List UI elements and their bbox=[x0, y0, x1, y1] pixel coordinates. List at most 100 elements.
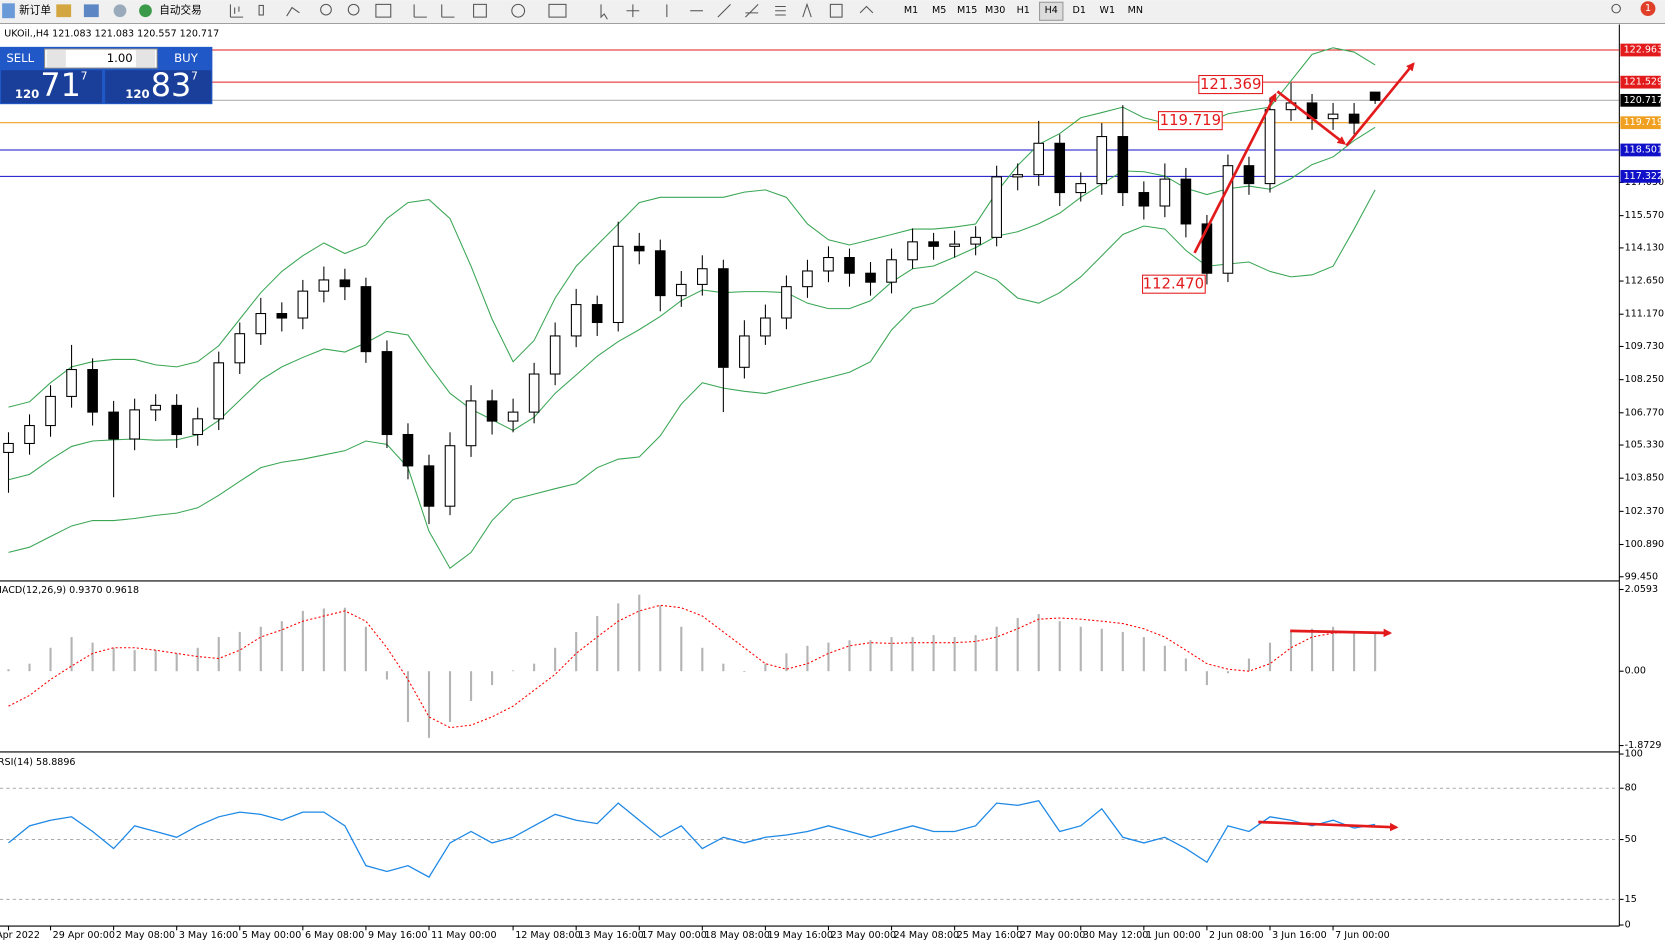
notification-badge[interactable] bbox=[1640, 1, 1656, 17]
shift-tool[interactable] bbox=[441, 4, 455, 18]
lot-input[interactable] bbox=[44, 48, 158, 69]
line-chart-tool[interactable] bbox=[286, 6, 300, 17]
candle-body bbox=[991, 176, 1002, 238]
tile-windows[interactable] bbox=[375, 3, 392, 18]
price-level-label: 121.529 bbox=[1624, 77, 1663, 88]
timeframe-button[interactable]: M15 bbox=[957, 5, 977, 16]
toolbar-icon[interactable] bbox=[83, 4, 99, 18]
annotation-box bbox=[1157, 111, 1223, 131]
channel-tool[interactable] bbox=[745, 3, 759, 18]
timeframe-button[interactable]: H4 bbox=[1045, 5, 1058, 16]
x-tick-label: 19 May 16:00 bbox=[768, 930, 833, 940]
candle-body bbox=[1159, 178, 1171, 207]
y-tick-label: 100 bbox=[1625, 749, 1643, 760]
candle-body bbox=[781, 286, 792, 319]
candle-tool[interactable] bbox=[258, 4, 264, 16]
bar-chart-tool[interactable] bbox=[229, 4, 244, 18]
plot: 117.050115.570114.130112.650111.170109.7… bbox=[0, 43, 1664, 940]
rsi-line bbox=[8, 800, 1376, 878]
crosshair-tool[interactable] bbox=[626, 4, 640, 18]
x-tick-label: 2 Jun 08:00 bbox=[1209, 930, 1264, 940]
buy-button[interactable]: BUY bbox=[174, 51, 199, 65]
sell-button[interactable]: SELL bbox=[6, 51, 34, 65]
lot-down[interactable] bbox=[46, 50, 66, 68]
search[interactable] bbox=[1611, 3, 1621, 14]
price-level-tag bbox=[1620, 75, 1661, 89]
sell-price-big: 120 bbox=[15, 87, 39, 101]
candle-body bbox=[444, 445, 456, 507]
candle-body bbox=[234, 333, 246, 364]
drawn-arrow bbox=[1290, 628, 1393, 638]
timeframe-button[interactable]: H1 bbox=[1017, 5, 1030, 16]
scroll-tool[interactable] bbox=[413, 4, 427, 18]
zoom-out[interactable] bbox=[347, 3, 360, 16]
candle-body bbox=[213, 362, 225, 420]
x-tick-label: 5 May 00:00 bbox=[242, 930, 301, 940]
text-tool[interactable] bbox=[802, 2, 812, 18]
y-tick-label: 111.170 bbox=[1625, 309, 1664, 320]
x-tick-label: 6 May 08:00 bbox=[305, 930, 364, 940]
periods[interactable] bbox=[511, 3, 526, 18]
one-click-trading: SELL 1.00 BUY 120 71 7 120 83 7 bbox=[0, 46, 213, 104]
candle-body bbox=[45, 395, 56, 427]
toolbar-icon[interactable] bbox=[56, 4, 72, 18]
timeframe-button[interactable]: M1 bbox=[904, 5, 918, 16]
timeframe-button[interactable]: D1 bbox=[1073, 5, 1086, 16]
price-level-label: 119.719 bbox=[1624, 117, 1663, 128]
candle-body bbox=[697, 268, 708, 285]
candle-body bbox=[633, 245, 645, 252]
timeframe-button[interactable]: M5 bbox=[932, 5, 946, 16]
candle-body bbox=[886, 259, 897, 283]
candle-body bbox=[318, 279, 330, 292]
x-tick-label: 30 May 12:00 bbox=[1083, 930, 1148, 940]
price-level-tag bbox=[1620, 170, 1661, 183]
buy-price-box[interactable] bbox=[105, 70, 212, 104]
trendline-tool[interactable] bbox=[717, 3, 731, 18]
sell-price-main: 71 bbox=[40, 66, 81, 104]
candle-body bbox=[549, 335, 561, 375]
candle-body bbox=[276, 313, 288, 319]
drawn-arrow bbox=[1345, 62, 1415, 147]
arrow-tool[interactable] bbox=[859, 5, 874, 14]
lot-value[interactable]: 1.00 bbox=[107, 51, 133, 65]
drawn-arrow bbox=[1258, 820, 1399, 832]
lot-up[interactable] bbox=[135, 50, 156, 68]
price-level-label: 117.322 bbox=[1624, 171, 1663, 182]
templates[interactable] bbox=[548, 3, 567, 18]
candle-body bbox=[24, 425, 35, 445]
y-tick-label: -1.8729 bbox=[1625, 740, 1662, 751]
price-level-label: 120.717 bbox=[1624, 95, 1663, 106]
chart-background bbox=[0, 24, 1665, 940]
indicators[interactable] bbox=[473, 3, 487, 18]
fibo-tool[interactable] bbox=[775, 5, 786, 16]
x-tick-label: 17 May 00:00 bbox=[641, 930, 706, 940]
candle-body bbox=[465, 400, 477, 447]
candle-body bbox=[360, 286, 372, 353]
candle-body bbox=[1033, 142, 1045, 176]
candle-body bbox=[970, 236, 981, 245]
candle-body bbox=[297, 290, 309, 319]
zoom-in[interactable] bbox=[320, 3, 332, 16]
toolbar-icon[interactable] bbox=[113, 4, 127, 18]
candle-body bbox=[1075, 183, 1087, 194]
candle-body bbox=[739, 335, 750, 368]
auto-trading-icon[interactable] bbox=[139, 4, 152, 18]
candle-body bbox=[718, 268, 729, 368]
auto-trading-button[interactable]: 自动交易 bbox=[159, 4, 201, 17]
cursor-tool[interactable] bbox=[600, 4, 608, 20]
timeframe-button[interactable]: MN bbox=[1128, 5, 1143, 16]
label-tool[interactable] bbox=[829, 3, 843, 18]
y-tick-label: 80 bbox=[1625, 783, 1637, 794]
candle-body bbox=[1054, 142, 1066, 194]
y-tick-label: 115.570 bbox=[1625, 210, 1664, 221]
notification-count: 1 bbox=[1645, 3, 1651, 14]
timeframe-button[interactable]: W1 bbox=[1100, 5, 1116, 16]
sell-price-box[interactable] bbox=[1, 70, 102, 104]
new-order-button[interactable]: 新订单 bbox=[19, 4, 51, 17]
candle-body bbox=[1138, 192, 1150, 207]
y-tick-label: 2.0593 bbox=[1625, 584, 1658, 595]
y-tick-label: 50 bbox=[1625, 834, 1637, 845]
timeframe-button[interactable]: M30 bbox=[985, 5, 1005, 16]
new-order-icon[interactable] bbox=[2, 3, 15, 19]
